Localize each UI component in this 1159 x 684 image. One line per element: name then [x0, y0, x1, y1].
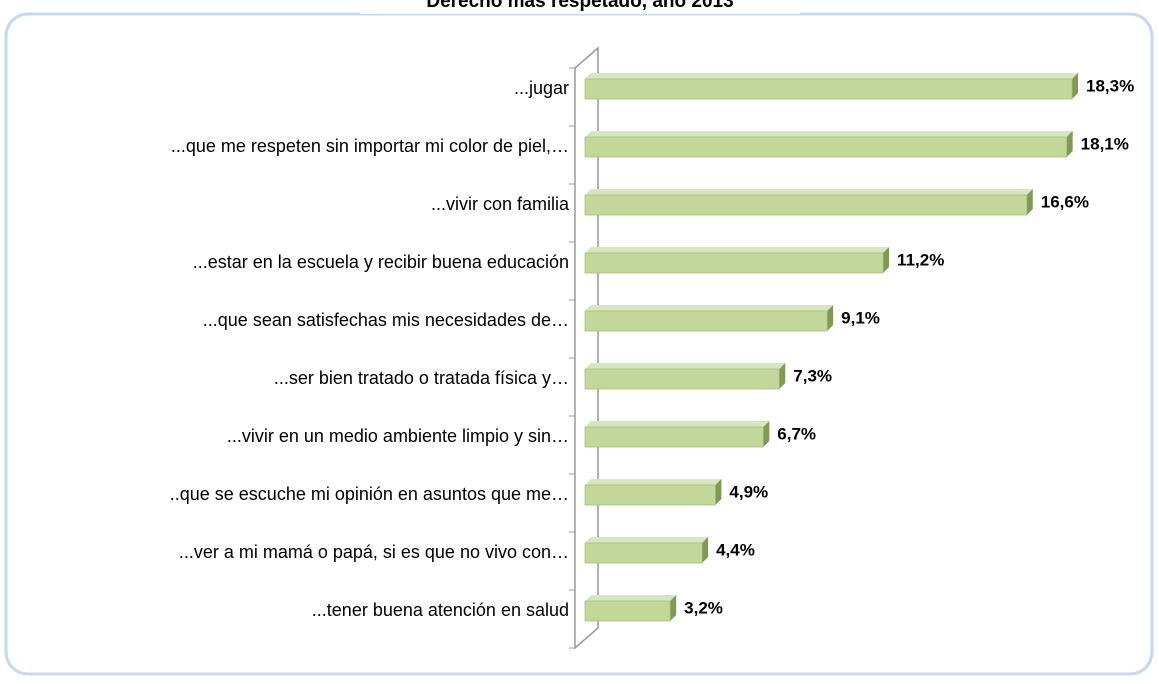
bar-side	[702, 537, 709, 563]
bar-top	[585, 537, 709, 543]
bar	[584, 78, 1073, 100]
y-tick-label: ...vivir con familia	[431, 194, 570, 214]
data-label: 9,1%	[841, 308, 880, 327]
chart-title: Derecho más respetado, año 2013	[426, 0, 733, 12]
y-tick-label: ...ver a mi mamá o papá, si es que no vi…	[179, 542, 569, 562]
bar	[584, 484, 716, 506]
y-tick-label: ...ser bien tratado o tratada física y…	[274, 368, 569, 388]
data-label: 4,4%	[716, 540, 755, 559]
bar-top	[585, 363, 786, 369]
bar-top	[585, 479, 722, 485]
bar-top	[585, 247, 890, 253]
data-label: 18,1%	[1081, 134, 1129, 153]
bar-side	[827, 305, 834, 331]
bar	[584, 252, 884, 274]
bar-top	[585, 131, 1073, 137]
data-label: 11,2%	[897, 250, 944, 269]
y-tick-label: ...tener buena atención en salud	[312, 600, 569, 620]
y-tick-label: ..que se escuche mi opinión en asuntos q…	[170, 484, 569, 504]
bar-top	[585, 421, 770, 427]
bar	[584, 542, 703, 564]
y-tick-label: ...vivir en un medio ambiente limpio y s…	[227, 426, 569, 446]
y-tick-label: ...estar en la escuela y recibir buena e…	[193, 252, 569, 272]
bar-side	[1072, 73, 1078, 99]
bar-side	[1066, 131, 1073, 157]
bar	[584, 368, 780, 390]
bar	[584, 136, 1068, 158]
bar-side	[715, 479, 722, 505]
data-label: 18,3%	[1086, 76, 1134, 95]
bar	[584, 426, 764, 448]
bar	[584, 600, 671, 622]
data-label: 6,7%	[777, 424, 816, 443]
bar-side	[1026, 189, 1033, 215]
data-label: 4,9%	[729, 482, 768, 501]
bar-side	[779, 363, 786, 389]
y-tick-label: ...que sean satisfechas mis necesidades …	[203, 310, 569, 330]
bar	[584, 310, 828, 332]
y-tick-label: ...que me respeten sin importar mi color…	[171, 136, 569, 156]
y-tick-label: ...jugar	[514, 78, 569, 98]
bar-top	[585, 189, 1033, 195]
bar	[584, 194, 1028, 216]
data-label: 7,3%	[793, 366, 832, 385]
title-backdrop	[360, 0, 800, 14]
data-label: 3,2%	[684, 598, 723, 617]
bar-side	[670, 595, 677, 621]
bar-side	[763, 421, 770, 447]
data-label: 16,6%	[1041, 192, 1089, 211]
bar-top	[585, 305, 834, 311]
bar-side	[883, 247, 890, 273]
bar-top	[585, 73, 1078, 79]
bar-top	[585, 595, 677, 601]
